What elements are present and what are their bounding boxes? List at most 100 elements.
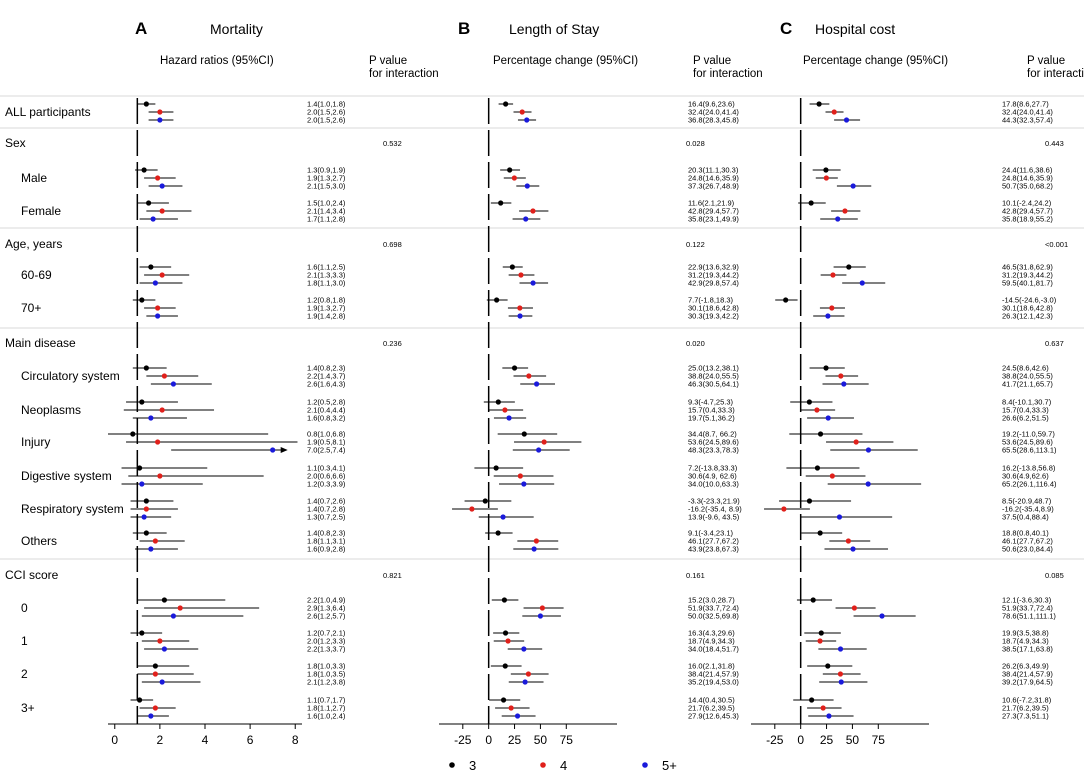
legend-label: 5+ xyxy=(662,758,677,773)
estimate-label: 37.5(0.4,88.4) xyxy=(1002,513,1049,522)
estimate-label: 18.7(4.9,34.3) xyxy=(688,637,735,646)
row-label: 1 xyxy=(21,634,28,648)
x-tick-label: 50 xyxy=(534,733,548,747)
estimate-label: 20.3(11.1,30.3) xyxy=(688,166,739,175)
point-estimate xyxy=(152,663,158,669)
point-estimate xyxy=(136,465,143,471)
estimate-label: 2.0(1.5,2.6) xyxy=(307,116,346,125)
estimate-label: 16.3(4.3,29.6) xyxy=(688,629,735,638)
point-estimate xyxy=(157,117,163,123)
estimate-label: 1.6(1.1,2.5) xyxy=(307,263,346,272)
estimate-label: 17.8(8.6,27.7) xyxy=(1002,100,1049,109)
panel-title: Hospital cost xyxy=(815,21,895,37)
estimate-label: 36.8(28.3,45.8) xyxy=(688,116,739,125)
estimate-label: 38.8(24.0,55.5) xyxy=(1002,372,1053,381)
point-estimate xyxy=(482,498,488,504)
estimate-label: 14.4(0.4,30.5) xyxy=(688,696,735,705)
point-estimate xyxy=(159,679,165,685)
panel-mortality: A Mortality Hazard ratios (95%CI) P valuefo… xyxy=(108,19,439,747)
point-estimate xyxy=(524,117,530,123)
point-estimate xyxy=(493,465,499,471)
point-estimate xyxy=(502,630,509,636)
p-value: 0.698 xyxy=(383,240,402,249)
row-label: Circulatory system xyxy=(21,369,120,383)
legend-marker xyxy=(449,762,455,768)
estimate-label: 21.7(6.2,39.5) xyxy=(688,704,735,713)
estimate-label: 1.4(0.7,2.8) xyxy=(307,505,346,514)
point-estimate xyxy=(524,183,530,189)
x-tick-label: 8 xyxy=(292,733,299,747)
point-estimate xyxy=(879,613,885,619)
point-estimate xyxy=(820,705,826,711)
point-estimate xyxy=(139,297,145,303)
point-estimate xyxy=(507,167,513,173)
panel-letter: C xyxy=(780,19,792,38)
panel-letter: A xyxy=(135,19,147,38)
row-label: Others xyxy=(21,534,57,548)
row-label: Injury xyxy=(21,435,50,449)
point-estimate xyxy=(494,297,500,303)
x-tick-label: 25 xyxy=(820,733,834,747)
point-estimate xyxy=(810,597,816,603)
estimate-label: 2.2(1.3,3.7) xyxy=(307,645,346,654)
legend-marker xyxy=(540,762,546,768)
estimate-label: 35.8(23.1,49.9) xyxy=(688,215,739,224)
point-estimate xyxy=(146,200,152,206)
estimate-label: 1.9(1.3,2.7) xyxy=(307,304,346,313)
point-estimate xyxy=(522,679,528,685)
point-estimate xyxy=(530,280,536,286)
point-estimate xyxy=(141,514,147,520)
row-label: ALL participants xyxy=(5,105,91,119)
point-estimate xyxy=(829,473,835,479)
estimate-label: 35.2(19.4,53.0) xyxy=(688,678,739,687)
estimate-label: 2.2(1.4,3.7) xyxy=(307,372,346,381)
estimate-label: 7.2(-13.8,33.3) xyxy=(688,464,738,473)
point-estimate xyxy=(783,297,789,303)
p-value: 0.028 xyxy=(686,139,705,148)
estimate-label: 1.1(0.7,1.7) xyxy=(307,696,346,705)
estimate-label: 42.8(29.4,57.7) xyxy=(688,207,739,216)
point-estimate xyxy=(150,216,156,222)
estimate-label: 2.1(1.2,3.8) xyxy=(307,678,346,687)
point-estimate xyxy=(837,646,844,652)
p-value-header-line2: for interaction xyxy=(369,68,439,80)
p-value-header-line2: for interaction xyxy=(693,68,763,80)
row-separators xyxy=(0,95,1084,560)
estimate-label: 1.6(0.8,3.2) xyxy=(307,414,346,423)
row-label: Neoplasms xyxy=(21,403,81,417)
estimate-label: 39.2(17.9,64.5) xyxy=(1002,678,1053,687)
estimate-label: 15.7(0.4,33.3) xyxy=(688,406,735,415)
estimate-label: 1.8(1.1,3.0) xyxy=(307,279,346,288)
estimate-label: 42.9(29.8,57.4) xyxy=(688,279,739,288)
estimate-label: 25.0(13.2,38.1) xyxy=(688,364,739,373)
estimate-label: 24.8(14.6,35.9) xyxy=(688,174,739,183)
estimate-label: 1.2(0.3,3.9) xyxy=(307,480,346,489)
estimate-label: 44.3(32.3,57.4) xyxy=(1002,116,1053,125)
x-tick-label: 50 xyxy=(846,733,860,747)
estimate-label: 2.1(1.3,3.3) xyxy=(307,271,346,280)
point-estimate xyxy=(148,713,154,719)
estimate-label: 1.4(0.8,2.3) xyxy=(307,364,346,373)
point-estimate xyxy=(148,415,154,421)
estimate-label: 1.2(0.7,2.1) xyxy=(307,629,346,638)
estimate-label: 1.8(1.1,3.1) xyxy=(307,537,346,546)
p-value: 0.532 xyxy=(383,139,402,148)
estimate-label: 50.0(32.5,69.8) xyxy=(688,612,739,621)
estimate-label: 1.4(1.0,1.8) xyxy=(307,100,346,109)
row-label: 70+ xyxy=(21,301,41,315)
estimate-label: 2.0(1.2,3.3) xyxy=(307,637,346,646)
point-estimate xyxy=(814,465,821,471)
p-value: 0.443 xyxy=(1045,139,1064,148)
x-tick-label: -25 xyxy=(766,733,784,747)
effect-column-header: Percentage change (95%CI) xyxy=(803,55,948,67)
point-estimate xyxy=(523,216,529,222)
estimate-label: 46.1(27.7,67.2) xyxy=(1002,537,1053,546)
point-estimate xyxy=(518,272,524,278)
point-estimate xyxy=(505,638,511,644)
estimate-label: 30.1(18.6,42.8) xyxy=(1002,304,1053,313)
x-tick-label: 25 xyxy=(508,733,522,747)
estimate-label: 8.4(-10.1,30.7) xyxy=(1002,398,1052,407)
x-tick-label: 0 xyxy=(485,733,492,747)
point-estimate xyxy=(500,514,506,520)
